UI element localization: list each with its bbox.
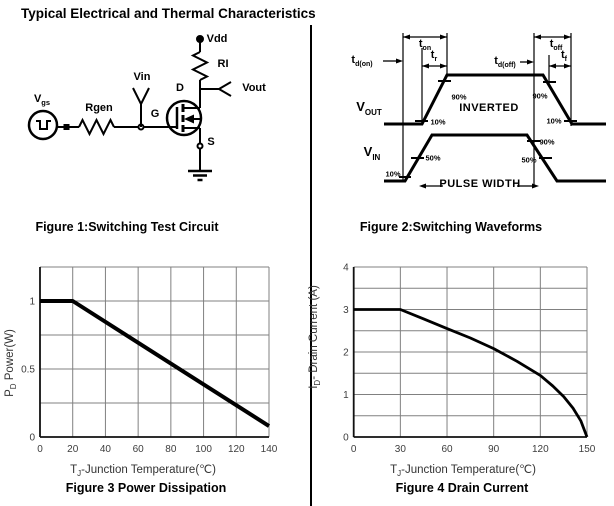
- x-tick-label: 120: [228, 444, 245, 455]
- figure4-caption: Figure 4 Drain Current: [395, 481, 529, 495]
- vout-label: Vout: [242, 82, 266, 94]
- gate-label: G: [150, 108, 160, 120]
- vin-waveform: [384, 133, 606, 183]
- out-fall-90-label: 90%: [532, 91, 548, 101]
- vin-label: Vin: [133, 71, 151, 83]
- data-curve: [353, 308, 589, 438]
- vdd-label: Vdd: [206, 33, 228, 45]
- vout-waveform-label: VOUT: [356, 99, 382, 117]
- x-tick-label: 0: [37, 444, 43, 455]
- t-f-label: tf: [560, 48, 568, 64]
- figure2-caption: Figure 2:Switching Waveforms: [359, 220, 543, 234]
- mosfet-arrow: [184, 114, 194, 124]
- pulse-glyph: [36, 120, 51, 130]
- fig4-y-axis-label: ID- Drain Current (A): [307, 285, 323, 389]
- y-tick-label: 1: [343, 390, 349, 401]
- x-tick-label: 140: [261, 444, 278, 455]
- vout-branch: [200, 81, 232, 97]
- y-tick-label: 0: [29, 433, 35, 444]
- column-divider: [310, 25, 312, 506]
- source-label: S: [207, 136, 215, 148]
- terminal-square: [63, 124, 70, 130]
- pulse-source-symbol: [27, 109, 59, 141]
- resistor-rgen: [78, 117, 115, 137]
- source-node: [196, 142, 204, 150]
- drain-label: D: [176, 82, 184, 94]
- ground-symbol: [188, 169, 212, 182]
- y-tick-label: 0: [343, 433, 349, 444]
- x-tick-label: 40: [100, 444, 112, 455]
- power-dissipation-chart: 0 20 40 60 80 100 120 140 0 0.5 1: [21, 266, 278, 455]
- vin-waveform-label: VIN: [363, 144, 381, 162]
- td-off-label: td(off): [494, 54, 516, 70]
- percent-ticks: [399, 80, 577, 178]
- switching-test-circuit-diagram: [27, 35, 232, 182]
- x-tick-label: 90: [488, 444, 500, 455]
- x-tick-label: 150: [579, 444, 596, 455]
- t-r-label: tr: [430, 48, 438, 64]
- data-curve: [40, 299, 271, 428]
- out-rise-10-label: 10%: [430, 117, 446, 127]
- vout-waveform: [384, 73, 606, 126]
- y-tick-label: 0.5: [21, 365, 35, 376]
- figure3-caption: Figure 3 Power Dissipation: [65, 481, 227, 495]
- x-tick-label: 30: [395, 444, 407, 455]
- x-tick-label: 60: [133, 444, 145, 455]
- vin-probe: [132, 87, 150, 127]
- out-fall-10-label: 10%: [546, 116, 562, 126]
- y-tick-label: 2: [343, 348, 349, 359]
- in-rise-50-label: 50%: [425, 153, 441, 163]
- mosfet-body-circle: [165, 99, 203, 137]
- inverted-label: INVERTED: [459, 102, 519, 114]
- switching-waveforms-diagram: [383, 33, 606, 189]
- vdd-terminal: [196, 35, 204, 43]
- resistor-rl: [190, 51, 210, 81]
- x-tick-label: 120: [532, 444, 549, 455]
- figure1-caption: Figure 1:Switching Test Circuit: [35, 220, 219, 234]
- x-tick-label: 60: [441, 444, 453, 455]
- rgen-label: Rgen: [85, 102, 113, 114]
- in-fall-90-label: 90%: [539, 137, 555, 147]
- out-rise-90-label: 90%: [451, 92, 467, 102]
- t-off-label: toff: [549, 37, 563, 53]
- in-rise-10-label: 10%: [385, 169, 401, 179]
- fig3-y-axis-label: PD Power(W): [3, 329, 19, 397]
- x-tick-label: 0: [351, 444, 357, 455]
- page-title: Typical Electrical and Thermal Character…: [21, 6, 316, 21]
- y-tick-label: 1: [29, 297, 35, 308]
- y-tick-label: 4: [343, 263, 349, 274]
- fig4-x-axis-label: TJ-Junction Temperature(℃): [390, 463, 536, 479]
- in-fall-50-label: 50%: [521, 155, 537, 165]
- fig3-x-axis-label: TJ-Junction Temperature(℃): [70, 463, 216, 479]
- rl-label: RI: [217, 58, 229, 70]
- x-tick-label: 100: [195, 444, 212, 455]
- drain-current-chart: 0 30 60 90 120 150 0 1 2 3 4: [343, 263, 596, 456]
- td-on-label: td(on): [351, 53, 373, 69]
- arrowheads: [396, 34, 571, 189]
- y-tick-label: 3: [343, 305, 349, 316]
- t-on-label: ton: [418, 37, 432, 53]
- ref-lines: [402, 33, 572, 186]
- x-tick-label: 80: [165, 444, 177, 455]
- vgs-label: Vgs: [33, 92, 51, 108]
- x-tick-label: 20: [67, 444, 79, 455]
- pulse-width-label: PULSE WIDTH: [439, 178, 521, 190]
